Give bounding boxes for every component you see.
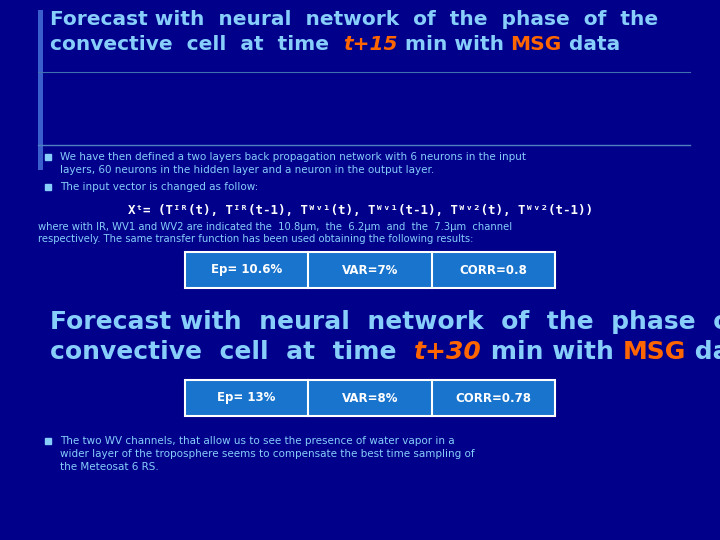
FancyBboxPatch shape <box>38 10 43 170</box>
Text: convective  cell  at  time: convective cell at time <box>50 340 414 364</box>
Text: Forecast with  neural  network  of  the  phase  of  the: Forecast with neural network of the phas… <box>50 10 658 29</box>
Text: Ep= 10.6%: Ep= 10.6% <box>211 264 282 276</box>
Text: the Meteosat 6 RS.: the Meteosat 6 RS. <box>60 462 158 472</box>
Text: data: data <box>562 35 620 54</box>
Text: t+30: t+30 <box>414 340 482 364</box>
FancyBboxPatch shape <box>185 252 555 288</box>
Text: convective  cell  at  time: convective cell at time <box>50 35 343 54</box>
Text: The two WV channels, that allow us to see the presence of water vapor in a: The two WV channels, that allow us to se… <box>60 436 454 446</box>
Text: CORR=0.78: CORR=0.78 <box>455 392 531 404</box>
Text: respectively. The same transfer function has been used obtaining the following r: respectively. The same transfer function… <box>38 234 473 244</box>
Text: MSG: MSG <box>510 35 562 54</box>
Text: CORR=0.8: CORR=0.8 <box>459 264 527 276</box>
Text: Forecast with  neural  network  of  the  phase  of  the: Forecast with neural network of the phas… <box>50 310 720 334</box>
Text: wider layer of the troposphere seems to compensate the best time sampling of: wider layer of the troposphere seems to … <box>60 449 474 459</box>
Text: min with: min with <box>482 340 622 364</box>
Text: Xᵗ= (Tᴵᴿ(t), Tᴵᴿ(t-1), Tᵂᵛ¹(t), Tᵂᵛ¹(t-1), Tᵂᵛ²(t), Tᵂᵛ²(t-1)): Xᵗ= (Tᴵᴿ(t), Tᴵᴿ(t-1), Tᵂᵛ¹(t), Tᵂᵛ¹(t-1… <box>127 204 593 217</box>
Text: min with: min with <box>397 35 510 54</box>
Text: We have then defined a two layers back propagation network with 6 neurons in the: We have then defined a two layers back p… <box>60 152 526 162</box>
Text: Ep= 13%: Ep= 13% <box>217 392 276 404</box>
Text: MSG: MSG <box>622 340 685 364</box>
Text: where with IR, WV1 and WV2 are indicated the  10.8μm,  the  6.2μm  and  the  7.3: where with IR, WV1 and WV2 are indicated… <box>38 222 512 232</box>
FancyBboxPatch shape <box>185 380 555 416</box>
Text: t+15: t+15 <box>343 35 397 54</box>
Text: The input vector is changed as follow:: The input vector is changed as follow: <box>60 182 258 192</box>
Text: data: data <box>685 340 720 364</box>
Text: layers, 60 neurons in the hidden layer and a neuron in the output layer.: layers, 60 neurons in the hidden layer a… <box>60 165 434 175</box>
Text: VAR=8%: VAR=8% <box>342 392 398 404</box>
Text: VAR=7%: VAR=7% <box>342 264 398 276</box>
